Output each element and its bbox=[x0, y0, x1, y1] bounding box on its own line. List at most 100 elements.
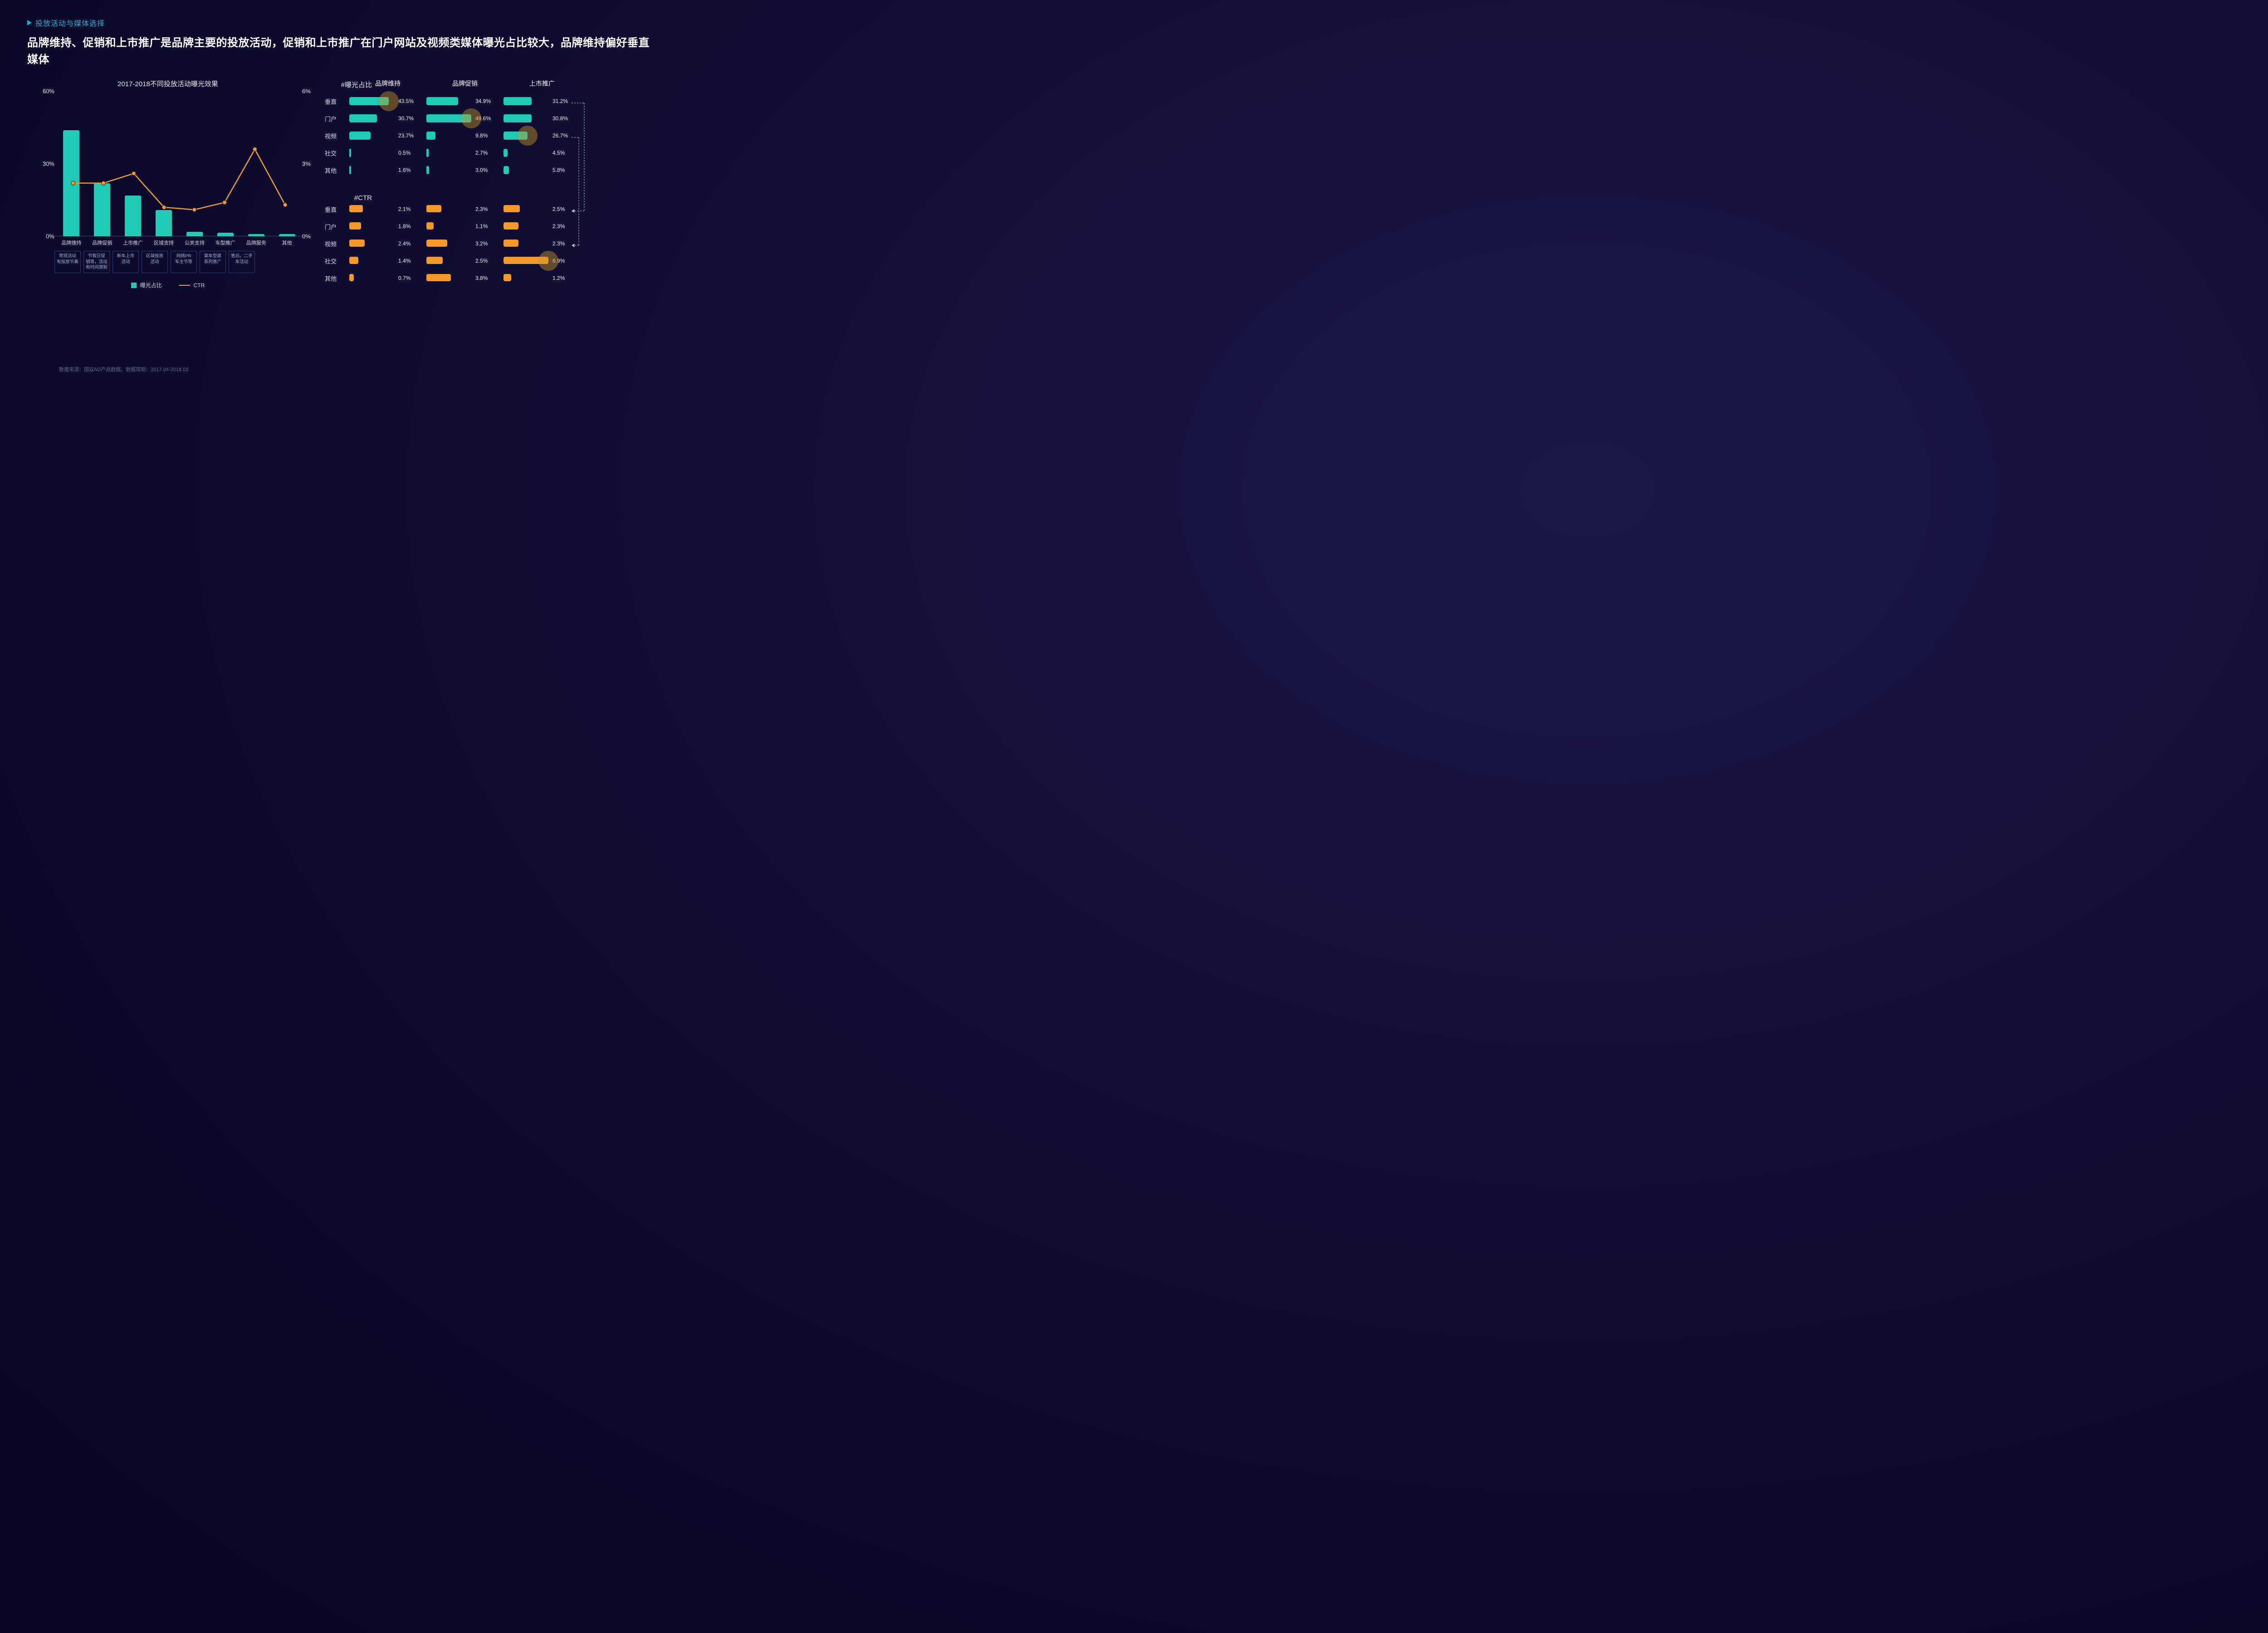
data-row: 其他0.7%3.8%1.2% bbox=[317, 269, 670, 287]
value-label: 1.4% bbox=[398, 258, 411, 264]
value-label: 2.3% bbox=[552, 240, 565, 247]
value-label: 9.8% bbox=[475, 132, 488, 139]
row-label: 门户 bbox=[325, 114, 349, 123]
cell: 49.6% bbox=[426, 114, 503, 122]
value-label: 5.8% bbox=[552, 167, 565, 173]
value-label: 2.5% bbox=[475, 258, 488, 264]
value-label: 30.7% bbox=[398, 115, 414, 122]
x-label: 品牌维持 bbox=[58, 239, 85, 246]
value-label: 2.3% bbox=[552, 223, 565, 230]
line-series bbox=[54, 91, 304, 236]
cell: 1.6% bbox=[349, 166, 426, 174]
hbar bbox=[349, 166, 351, 174]
hbar bbox=[349, 205, 363, 212]
value-label: 34.9% bbox=[475, 98, 491, 104]
triangle-icon bbox=[27, 20, 32, 25]
legend-bar: 曝光占比 bbox=[131, 281, 162, 289]
highlight-circle-icon bbox=[379, 91, 399, 111]
row-label: 垂直 bbox=[325, 97, 349, 106]
plot-area bbox=[54, 91, 304, 236]
left-chart-area: 2017-2018不同投放活动曝光效果 0%30%60% 0%3%6% 品牌维持… bbox=[27, 79, 308, 289]
desc-box: 网络PR车主节等 bbox=[171, 251, 197, 273]
cell: 3.8% bbox=[426, 274, 503, 282]
hbar bbox=[503, 222, 518, 230]
cell: 2.1% bbox=[349, 205, 426, 213]
value-label: 3.0% bbox=[475, 167, 488, 173]
cell: 34.9% bbox=[426, 97, 503, 105]
description-row: 常规活动有投放节奏节假日促销等，活动有时间限制新车上市活动区域投放活动网络PR车… bbox=[54, 251, 281, 273]
cell: 30.8% bbox=[503, 114, 581, 122]
x-axis-labels: 品牌维持品牌促销上市推广区域支持公关支持车型推广品牌服务其他 bbox=[54, 236, 304, 246]
cell: 0.5% bbox=[349, 149, 426, 157]
legend-square-icon bbox=[131, 283, 137, 288]
row-label: 视频 bbox=[325, 240, 349, 248]
hbar bbox=[349, 149, 351, 157]
desc-box: 常规活动有投放节奏 bbox=[54, 251, 81, 273]
cell: 2.3% bbox=[426, 205, 503, 213]
desc-box: 新车上市活动 bbox=[112, 251, 139, 273]
value-label: 2.7% bbox=[475, 150, 488, 156]
hbar bbox=[426, 222, 434, 230]
cell: 31.2% bbox=[503, 97, 581, 105]
value-label: 3.8% bbox=[475, 275, 488, 281]
hbar bbox=[426, 166, 429, 174]
legend-line-label: CTR bbox=[194, 282, 205, 288]
value-label: 26.7% bbox=[552, 132, 568, 139]
row-label: 其他 bbox=[325, 274, 349, 283]
value-label: 23.7% bbox=[398, 132, 414, 139]
value-label: 2.4% bbox=[398, 240, 411, 247]
cell: 5.8% bbox=[503, 166, 581, 174]
hbar bbox=[349, 257, 358, 264]
row-label: 垂直 bbox=[325, 205, 349, 214]
cell: 1.8% bbox=[349, 222, 426, 230]
data-row: 垂直 43.5% 34.9% 31.2% bbox=[317, 93, 670, 110]
hbar bbox=[426, 240, 447, 247]
x-label: 上市推广 bbox=[120, 239, 147, 246]
legend: 曝光占比 CTR bbox=[27, 281, 308, 289]
value-label: 0.5% bbox=[398, 150, 411, 156]
data-row: 门户 1.8% 1.1% 2.3% bbox=[317, 218, 670, 235]
value-label: 1.8% bbox=[398, 223, 411, 230]
hbar bbox=[349, 240, 365, 247]
hbar bbox=[503, 166, 509, 174]
data-row: 社交1.4%2.5%6.9% bbox=[317, 252, 670, 269]
value-label: 43.5% bbox=[398, 98, 414, 104]
section-title: 投放活动与媒体选择 bbox=[27, 17, 670, 28]
cell: 2.5% bbox=[503, 205, 581, 213]
exposure-group: 垂直 43.5% 34.9% 31.2% 门户 30.7% 49.6%30.8% 视频 23.7… bbox=[317, 93, 670, 179]
data-row: 视频 2.4% 3.2% 2.3% bbox=[317, 235, 670, 252]
data-row: 视频 23.7% 9.8% 26.7% bbox=[317, 127, 670, 144]
legend-line-icon bbox=[179, 285, 190, 286]
hbar bbox=[426, 205, 441, 212]
row-label: 门户 bbox=[325, 222, 349, 231]
desc-box: 某车型或系列推广 bbox=[200, 251, 226, 273]
cell: 2.5% bbox=[426, 257, 503, 265]
hbar bbox=[349, 274, 354, 281]
cell: 2.3% bbox=[503, 222, 581, 230]
row-label: 视频 bbox=[325, 132, 349, 140]
cell: 1.4% bbox=[349, 257, 426, 265]
cell: 3.2% bbox=[426, 240, 503, 248]
legend-bar-label: 曝光占比 bbox=[140, 281, 162, 289]
x-label: 公关支持 bbox=[181, 239, 208, 246]
data-row: 其他1.6% 3.0% 5.8% bbox=[317, 161, 670, 179]
x-label: 区域支持 bbox=[151, 239, 177, 246]
hbar bbox=[349, 132, 371, 140]
x-label: 品牌服务 bbox=[243, 239, 269, 246]
value-label: 1.1% bbox=[475, 223, 488, 230]
cell: 2.3% bbox=[503, 240, 581, 248]
value-label: 3.2% bbox=[475, 240, 488, 247]
cell: 30.7% bbox=[349, 114, 426, 122]
highlight-circle-icon bbox=[461, 108, 481, 128]
hbar bbox=[426, 97, 458, 105]
hbar bbox=[349, 222, 361, 230]
cell: 9.8% bbox=[426, 132, 503, 140]
desc-box: 售后、二手车活动 bbox=[229, 251, 255, 273]
headline: 品牌维持、促销和上市推广是品牌主要的投放活动，促销和上市推广在门户网站及视频类媒… bbox=[27, 34, 653, 68]
hbar bbox=[426, 257, 443, 264]
chart-title: 2017-2018不同投放活动曝光效果 bbox=[27, 79, 308, 88]
data-row: 社交0.5%2.7%4.5% bbox=[317, 144, 670, 161]
cell: 6.9% bbox=[503, 257, 581, 265]
hbar bbox=[503, 114, 532, 122]
row-label: 其他 bbox=[325, 166, 349, 175]
